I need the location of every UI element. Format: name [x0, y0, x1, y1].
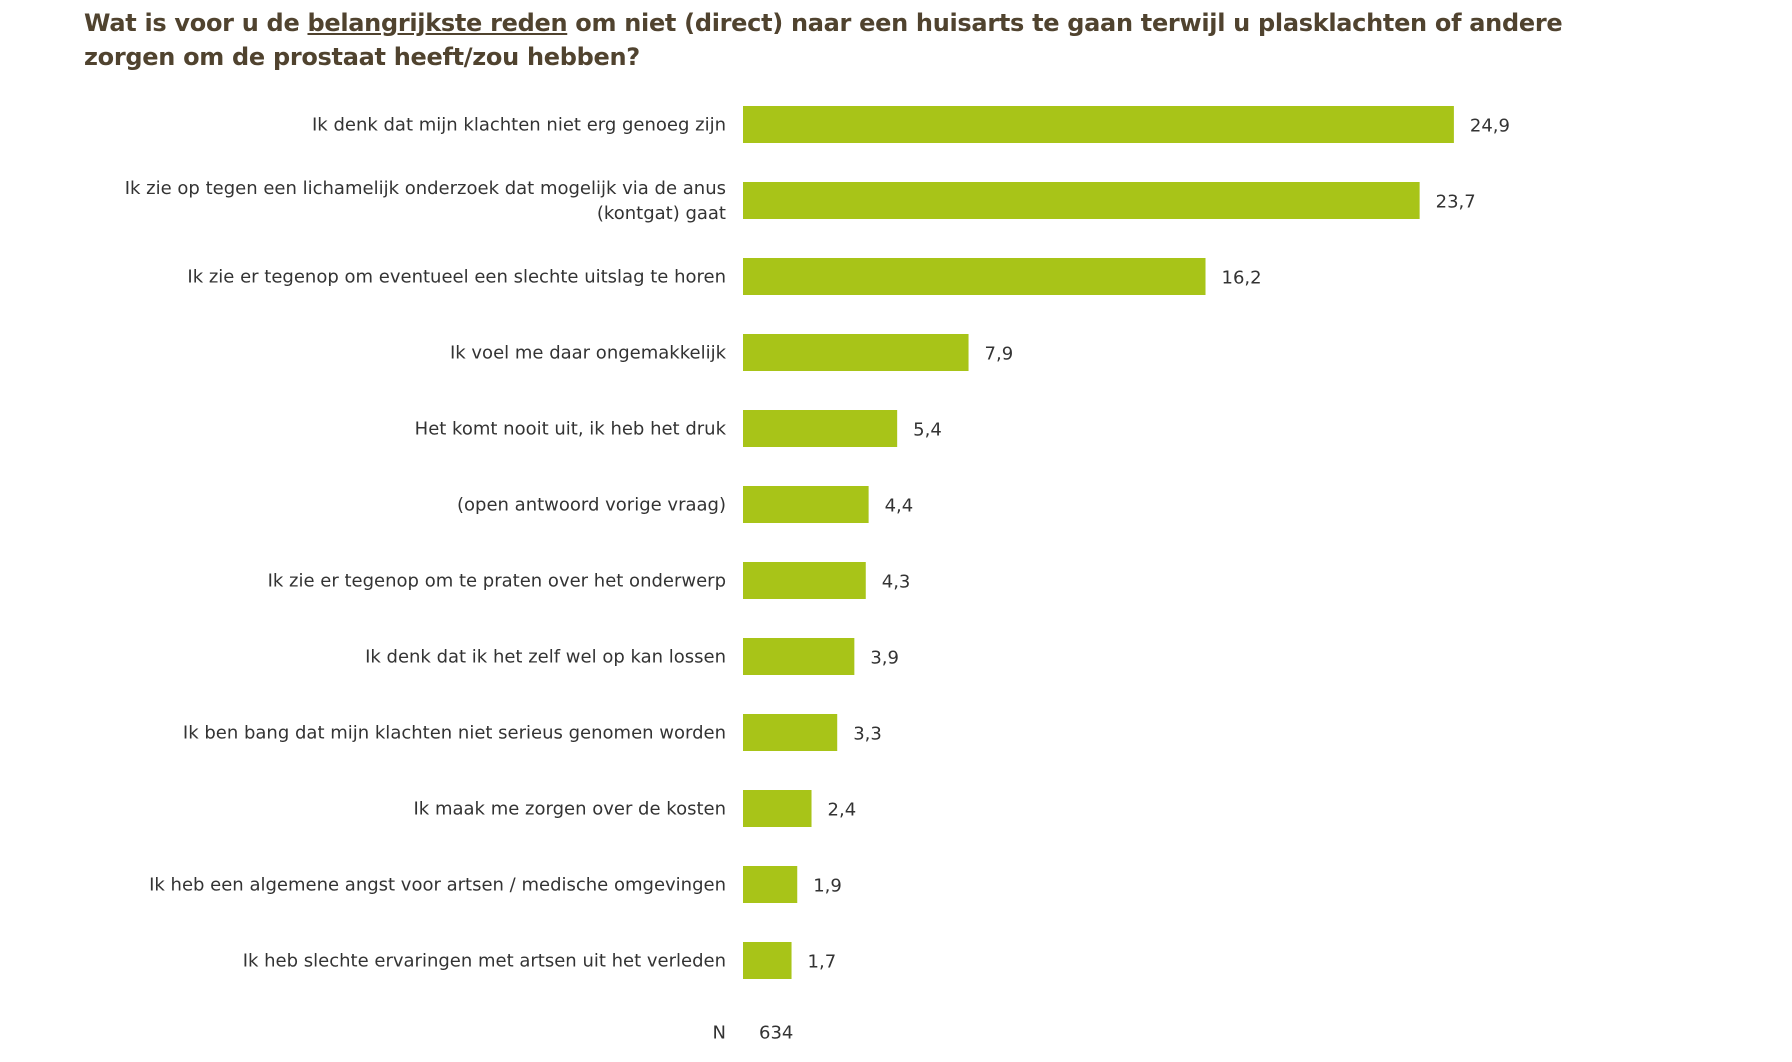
title-text-end: om niet (direct) naar een huisarts te ga…	[84, 9, 1563, 71]
value-label: 1,7	[808, 952, 837, 973]
bar	[743, 106, 1454, 143]
n-label: N	[713, 1023, 726, 1044]
bar	[743, 714, 838, 751]
bar	[743, 334, 969, 371]
bar	[743, 942, 792, 979]
value-label: 3,9	[870, 648, 899, 669]
n-value: 634	[759, 1023, 793, 1044]
bar	[743, 638, 855, 675]
value-label: 16,2	[1222, 268, 1262, 289]
value-label: 4,3	[882, 572, 911, 593]
category-label: Ik denk dat mijn klachten niet erg genoe…	[312, 115, 726, 136]
category-label: Het komt nooit uit, ik heb het druk	[415, 419, 727, 440]
value-label: 4,4	[885, 496, 914, 517]
value-label: 24,9	[1470, 116, 1510, 137]
bar	[743, 790, 812, 827]
value-label: 5,4	[913, 420, 942, 441]
value-label: 2,4	[828, 800, 857, 821]
bar	[743, 562, 866, 599]
category-label: Ik denk dat ik het zelf wel op kan losse…	[365, 647, 726, 668]
bar	[743, 182, 1420, 219]
category-label: (open antwoord vorige vraag)	[457, 495, 726, 516]
category-label: Ik zie op tegen een lichamelijk onderzoe…	[125, 178, 726, 224]
bar	[743, 258, 1206, 295]
value-label: 1,9	[813, 876, 842, 897]
chart-title: Wat is voor u de belangrijkste reden om …	[84, 6, 1604, 74]
value-label: 3,3	[853, 724, 882, 745]
category-label: Ik ben bang dat mijn klachten niet serie…	[183, 723, 726, 744]
value-label: 7,9	[985, 344, 1014, 365]
category-label: Ik voel me daar ongemakkelijk	[450, 343, 727, 364]
bar	[743, 410, 898, 447]
title-underlined: belangrijkste reden	[307, 9, 568, 37]
category-label: Ik heb slechte ervaringen met artsen uit…	[243, 951, 726, 972]
category-label: Ik maak me zorgen over de kosten	[414, 799, 727, 820]
category-label: Ik zie er tegenop om te praten over het …	[268, 571, 726, 592]
category-label: Ik zie er tegenop om eventueel een slech…	[187, 267, 726, 288]
bar	[743, 486, 869, 523]
category-label: Ik heb een algemene angst voor artsen / …	[149, 875, 726, 896]
title-text: Wat is voor u de	[84, 9, 308, 37]
value-label: 23,7	[1436, 192, 1476, 213]
bar	[743, 866, 798, 903]
